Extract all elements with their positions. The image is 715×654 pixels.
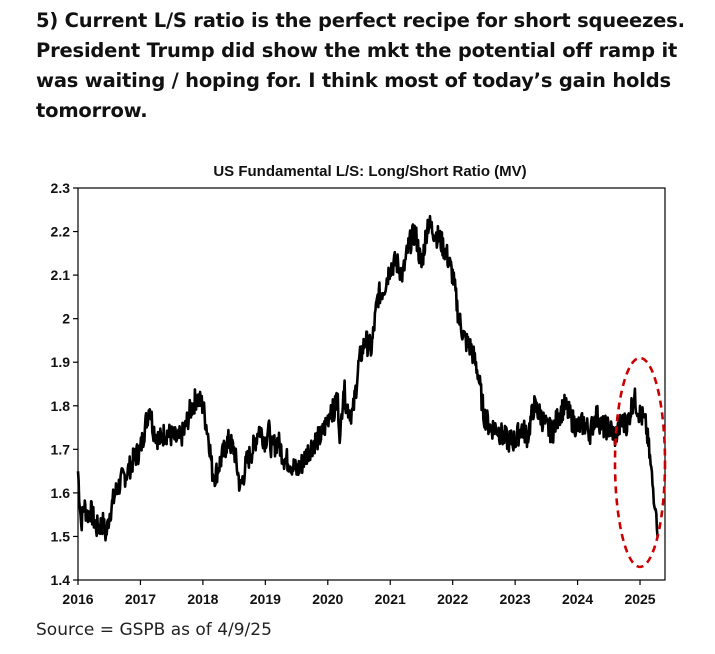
y-tick-label: 1.7 — [51, 441, 71, 457]
x-axis: 2016 2017 2018 2019 2020 2021 2022 2023 2024 2025 — [62, 580, 656, 607]
x-tick-label: 2023 — [500, 591, 531, 607]
y-tick-label: 2.3 — [51, 180, 71, 196]
x-tick-label: 2018 — [187, 591, 218, 607]
y-tick-label: 2 — [62, 311, 70, 327]
x-tick-label: 2016 — [62, 591, 93, 607]
y-axis: 1.4 1.5 1.6 1.7 1.8 1.9 2 2.1 2.2 2.3 — [51, 180, 78, 588]
y-tick-label: 1.4 — [51, 572, 71, 588]
y-tick-label: 1.6 — [51, 485, 71, 501]
chart-title: US Fundamental L/S: Long/Short Ratio (MV… — [213, 163, 526, 180]
x-tick-label: 2021 — [375, 591, 406, 607]
series-line — [76, 214, 659, 542]
x-tick-label: 2020 — [312, 591, 343, 607]
x-tick-label: 2025 — [624, 591, 655, 607]
source-note: Source = GSPB as of 4/9/25 — [36, 620, 272, 640]
x-tick-label: 2017 — [125, 591, 156, 607]
x-tick-label: 2022 — [437, 591, 468, 607]
highlight-ellipse — [613, 356, 667, 569]
post-text: 5) Current L/S ratio is the perfect reci… — [36, 9, 685, 122]
y-tick-label: 2.1 — [51, 267, 71, 283]
x-tick-label: 2019 — [250, 591, 281, 607]
y-tick-label: 2.2 — [51, 224, 71, 240]
plot-frame — [77, 187, 666, 581]
chart: US Fundamental L/S: Long/Short Ratio (MV… — [51, 163, 667, 607]
y-tick-label: 1.9 — [51, 354, 71, 370]
y-tick-label: 1.8 — [51, 398, 71, 414]
y-tick-label: 1.5 — [51, 528, 71, 544]
x-tick-label: 2024 — [562, 591, 593, 607]
